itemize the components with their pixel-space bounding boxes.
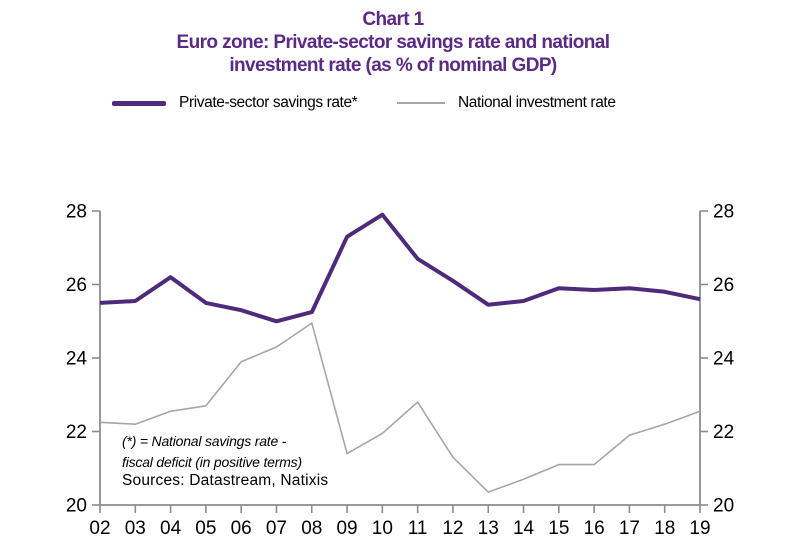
- footnote-line1: (*) = National savings rate -: [122, 433, 287, 449]
- x-tick-label-18: 18: [654, 518, 675, 539]
- legend-label-investment: National investment rate: [458, 94, 616, 111]
- chart-title-line2: Euro zone: Private-sector savings rate a…: [176, 32, 611, 53]
- footnote: (*) = National savings rate - fiscal def…: [122, 431, 302, 473]
- investment-rate-line: [99, 322, 701, 493]
- x-tick-label-17: 17: [619, 518, 640, 539]
- sources-text: Sources: Datastream, Natixis: [122, 472, 329, 489]
- legend-item-savings: Private-sector savings rate*: [112, 94, 358, 112]
- y-tick-label-right-24: 24: [713, 349, 735, 370]
- x-tick-label-06: 06: [231, 518, 252, 539]
- x-tick-label-07: 07: [266, 518, 287, 539]
- x-tick-label-16: 16: [584, 518, 605, 539]
- y-tick-label-left-28: 28: [66, 202, 87, 223]
- y-tick-label-right-22: 22: [713, 422, 734, 443]
- chart-title-line1: Chart 1: [362, 9, 424, 30]
- investment-line-swatch: [397, 102, 445, 104]
- savings-line-swatch: [112, 100, 166, 106]
- legend-label-savings: Private-sector savings rate*: [179, 94, 358, 111]
- y-tick-label-left-20: 20: [66, 496, 87, 517]
- x-tick-label-12: 12: [442, 518, 463, 539]
- savings-rate-line: [99, 212, 701, 324]
- x-tick-label-14: 14: [513, 518, 535, 539]
- x-tick-label-13: 13: [478, 518, 499, 539]
- y-tick-label-right-28: 28: [713, 202, 734, 223]
- x-tick-label-08: 08: [301, 518, 322, 539]
- x-tick-label-09: 09: [336, 518, 357, 539]
- x-tick-label-05: 05: [195, 518, 216, 539]
- y-tick-label-right-20: 20: [713, 496, 734, 517]
- x-tick-label-10: 10: [372, 518, 393, 539]
- chart-title-line3: investment rate (as % of nominal GDP): [229, 55, 557, 76]
- y-tick-label-left-24: 24: [66, 349, 88, 370]
- x-tick-label-04: 04: [160, 518, 182, 539]
- legend-item-investment: National investment rate: [397, 94, 616, 112]
- x-tick-label-11: 11: [408, 518, 428, 539]
- chart-title: Chart 1 Euro zone: Private-sector saving…: [0, 8, 786, 77]
- footnote-line2: fiscal deficit (in positive terms): [122, 454, 302, 470]
- y-tick-label-right-26: 26: [713, 275, 734, 296]
- x-tick-label-02: 02: [89, 518, 110, 539]
- x-tick-label-19: 19: [689, 518, 710, 539]
- x-tick-label-03: 03: [125, 518, 146, 539]
- y-tick-label-left-22: 22: [66, 422, 87, 443]
- x-tick-label-15: 15: [548, 518, 569, 539]
- y-tick-label-left-26: 26: [66, 275, 87, 296]
